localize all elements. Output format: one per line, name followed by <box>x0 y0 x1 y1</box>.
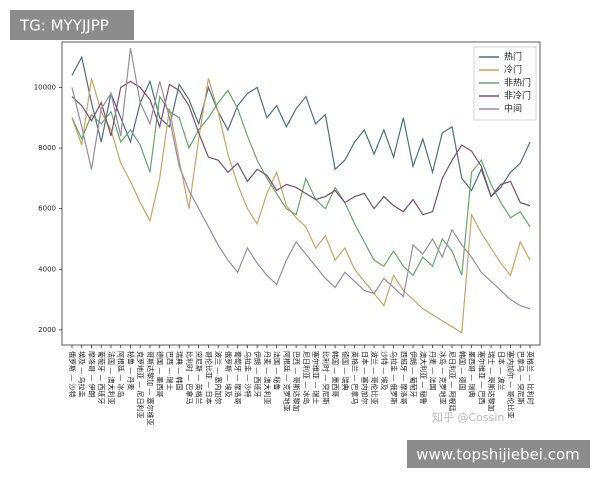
x-tick-label: 德国 — 墨西哥 <box>156 351 165 397</box>
x-tick-label: 瑞典 — 韩国 <box>175 351 184 390</box>
watermark: www.topshijiebei.com <box>416 446 580 464</box>
x-tick-label: 英格兰 — 比利时 <box>526 351 535 404</box>
x-tick-label: 冰岛 — 克罗地亚 <box>438 351 447 404</box>
series-line <box>71 55 531 198</box>
x-tick-label: 日本 — 波兰 <box>497 351 506 390</box>
series-line <box>71 80 531 216</box>
x-tick-label: 俄罗斯 — 埃及 <box>224 351 233 397</box>
x-tick-label: 法国 — 秘鲁 <box>273 351 282 390</box>
x-tick-label: 韩国 — 德国 <box>458 351 467 390</box>
watermark: TG: MYYJJPP <box>19 17 109 35</box>
series-line <box>71 89 531 277</box>
watermark-box <box>10 10 134 40</box>
x-tick-label: 摩洛哥 — 伊朗 <box>87 351 96 397</box>
x-tick-label: 比利时 — 突尼斯 <box>321 351 330 404</box>
x-tick-label: 哥斯达黎加 — 塞尔维亚 <box>146 351 155 425</box>
x-tick-label: 日本 — 塞内加尔 <box>360 351 369 404</box>
x-tick-label: 巴西 — 瑞士 <box>165 351 174 390</box>
y-tick-label: 6000 <box>38 205 56 213</box>
x-tick-label: 比利时 — 巴拿马 <box>185 351 194 404</box>
x-tick-label: 澳大利亚 — 秘鲁 <box>419 351 428 404</box>
x-tick-label: 塞尔维亚 — 巴西 <box>477 351 486 404</box>
x-tick-label: 俄罗斯 — 沙特 <box>68 351 77 397</box>
x-tick-label: 克罗地亚 — 尼日利亚 <box>136 351 145 418</box>
x-tick-label: 阿根廷 — 冰岛 <box>117 351 126 397</box>
watermark: 知乎 @Cossin <box>432 410 504 424</box>
x-tick-label: 埃及 — 乌拉圭 <box>78 351 87 397</box>
y-tick-label: 10000 <box>34 83 56 91</box>
x-tick-label: 丹麦 — 法国 <box>429 351 438 390</box>
series-line <box>71 78 531 334</box>
x-tick-label: 阿根廷 — 克罗地亚 <box>282 351 291 411</box>
y-tick-label: 4000 <box>38 265 56 273</box>
x-tick-label: 西班牙 — 摩洛哥 <box>399 351 408 404</box>
x-tick-label: 沙特 — 埃及 <box>380 351 389 390</box>
x-tick-label: 巴西 — 哥斯达黎加 <box>292 351 301 411</box>
x-tick-label: 尼日利亚 — 阿根廷 <box>448 351 457 411</box>
x-tick-label: 秘鲁 — 丹麦 <box>126 351 135 390</box>
x-tick-label: 塞内加尔 — 哥伦比亚 <box>507 351 516 418</box>
x-tick-label: 伊朗 — 葡萄牙 <box>409 351 418 397</box>
x-tick-label: 伊朗 — 西班牙 <box>253 351 262 397</box>
x-tick-label: 韩国 — 墨西哥 <box>331 351 340 397</box>
x-tick-label: 哥伦比亚 — 日本 <box>204 351 213 404</box>
x-tick-label: 法国 — 澳大利亚 <box>107 351 116 404</box>
series-line <box>71 47 531 310</box>
legend-label: 非冷门 <box>504 90 531 102</box>
x-tick-label: 英格兰 — 巴拿马 <box>351 351 360 404</box>
x-tick-label: 波兰 — 塞内加尔 <box>214 351 223 404</box>
x-tick-label: 尼日利亚 — 冰岛 <box>302 351 311 404</box>
x-tick-label: 突尼斯 — 英格兰 <box>195 351 204 404</box>
legend-label: 热门 <box>504 51 522 63</box>
x-tick-label: 墨西哥 — 瑞典 <box>468 351 477 397</box>
plot-frame <box>61 41 541 346</box>
x-tick-label: 波兰 — 哥伦比亚 <box>370 351 379 404</box>
x-tick-label: 德国 — 瑞典 <box>341 351 350 390</box>
x-tick-label: 巴拿马 — 突尼斯 <box>516 351 525 404</box>
x-tick-label: 瑞士 — 哥斯达黎加 <box>487 351 496 411</box>
legend-label: 非热门 <box>504 77 531 89</box>
x-tick-label: 丹麦 — 澳大利亚 <box>263 351 272 404</box>
x-tick-label: 乌拉圭 — 俄罗斯 <box>390 351 399 404</box>
x-tick-label: 塞尔维亚 — 瑞士 <box>312 351 321 404</box>
watermark-box <box>407 440 590 468</box>
x-tick-label: 葡萄牙 — 摩洛哥 <box>234 351 243 404</box>
y-tick-label: 8000 <box>38 144 56 152</box>
legend-label: 中间 <box>504 103 522 115</box>
legend-label: 冷门 <box>504 64 522 76</box>
x-tick-label: 乌拉圭 — 沙特 <box>243 351 252 397</box>
y-tick-label: 2000 <box>38 326 56 334</box>
x-tick-label: 葡萄牙 — 西班牙 <box>97 351 106 404</box>
